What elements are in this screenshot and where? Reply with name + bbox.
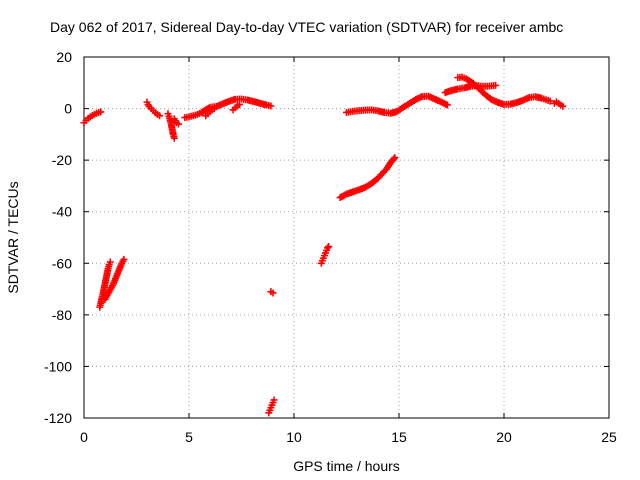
data-point [235,100,243,108]
data-point [267,102,275,110]
x-tick-label: 0 [80,429,88,445]
series-track-04 [143,98,164,120]
data-point-fill [390,155,398,163]
y-tick-label: -40 [52,204,72,220]
data-point [120,255,128,263]
data-point [324,244,332,252]
data-point [443,101,451,109]
y-tick-label: -80 [52,307,72,323]
chart-title: Day 062 of 2017, Sidereal Day-to-day VTE… [50,19,563,35]
x-axis-label: GPS time / hours [293,458,400,474]
series-track-10 [267,288,277,297]
y-axis-label: SDTVAR / TECUs [5,181,21,293]
series-track-09 [229,100,243,114]
data-point [325,243,333,251]
series-track-17 [550,98,567,110]
y-tick-label: 20 [56,49,72,65]
data-point [391,154,399,162]
x-axis-ticks: 0 5 10 15 20 25 [80,57,617,445]
series-track-01 [80,108,105,127]
series-track-02 [96,258,114,311]
data-point [210,105,218,113]
y-tick-label: -20 [52,152,72,168]
data-point [106,258,114,266]
series-track-14 [343,92,451,117]
data-point [170,134,178,142]
data-point [175,120,182,128]
x-tick-label: 25 [601,429,617,445]
data-point [492,81,500,89]
y-tick-label: -100 [44,358,72,374]
data-point [270,396,278,404]
x-tick-label: 15 [391,429,407,445]
y-tick-label: -120 [44,410,72,426]
data-point [269,289,277,297]
data-point [97,108,105,116]
series-track-13 [336,154,399,202]
data-point [546,97,554,105]
y-tick-label: -60 [52,255,72,271]
x-tick-label: 10 [286,429,302,445]
data-point [156,112,164,120]
grid-lines [84,57,609,418]
plot-frame [83,56,610,419]
series-track-06 [170,115,182,128]
x-tick-label: 5 [185,429,193,445]
series-track-16 [454,73,554,108]
series-track-11 [265,396,278,417]
data-point [559,102,567,110]
series-track-07 [181,95,275,122]
y-axis-ticks: -120 -100 -80 -60 -40 -20 0 20 [44,49,609,426]
y-tick-label: 0 [64,101,72,117]
series-track-08 [202,105,218,120]
x-tick-label: 20 [496,429,512,445]
data-points [80,73,567,417]
series-track-12 [317,243,333,267]
series-track-03 [101,255,128,303]
